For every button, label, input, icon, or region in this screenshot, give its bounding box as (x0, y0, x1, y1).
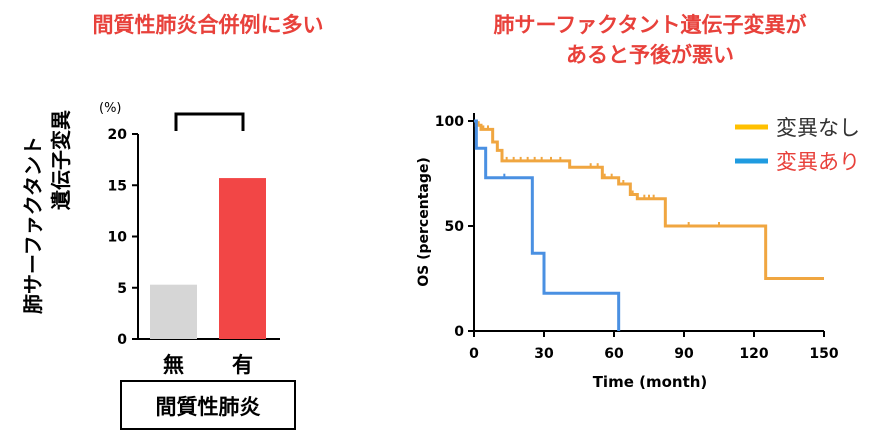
bar-xlabel: 間質性肺炎 (156, 395, 261, 419)
km-x-ticks: 0 30 60 90 120 150 (469, 331, 839, 362)
right-headline-line1: 肺サーファクタント遺伝子変異が (493, 13, 807, 37)
bar-y-tick-label: 5 (117, 281, 127, 297)
km-x-tick-label: 30 (534, 346, 554, 362)
km-curve-1 (474, 119, 621, 331)
bar-ylabel-line2: 遺伝子変異 (49, 110, 73, 210)
significance-bracket (174, 112, 245, 131)
bar-y-tick-label: 0 (117, 332, 127, 348)
km-x-tick-label: 0 (469, 346, 479, 362)
bar-y-tick-label: 10 (108, 230, 128, 246)
bar-1 (219, 178, 266, 339)
km-series (474, 119, 824, 331)
km-x-tick-label: 120 (739, 346, 768, 362)
bar-y-tick-label: 20 (108, 127, 128, 143)
right-headline: 肺サーファクタント遺伝子変異が あると予後が悪い (430, 10, 870, 70)
bar-categories: 無有 (163, 353, 253, 377)
km-ylabel: OS (percentage) (416, 157, 432, 287)
bars (150, 178, 266, 339)
km-legend-label: 変異なし (776, 116, 860, 140)
bar-yunit: (%) (99, 101, 122, 116)
bar-chart: 肺サーファクタント 遺伝子変異 (%) 05101520 無有 間質性肺炎 (21, 101, 296, 430)
km-chart: 0 50 100 0 30 60 90 120 150 OS (percentage) Tim… (416, 113, 860, 391)
km-y-ticks: 0 50 100 (435, 114, 474, 340)
km-y-tick-label: 0 (454, 324, 464, 340)
left-headline: 間質性肺炎合併例に多い (92, 13, 324, 37)
km-x-tick-label: 150 (809, 346, 838, 362)
bar-ylabel-line1: 肺サーファクタント (21, 136, 45, 314)
bar-category-label: 無 (163, 353, 184, 377)
km-x-tick-label: 60 (604, 346, 624, 362)
km-y-tick-label: 100 (435, 114, 464, 130)
bar-xlabel-box (120, 380, 296, 430)
right-headline-line2: あると予後が悪い (566, 43, 734, 67)
km-y-tick-label: 50 (445, 219, 465, 235)
bar-y-ticks: 0 5 10 15 20 (108, 127, 138, 348)
bar-y-tick-label: 15 (108, 178, 127, 194)
km-x-tick-label: 90 (674, 346, 694, 362)
bar-0 (150, 284, 197, 339)
km-legend-label: 変異あり (776, 150, 860, 174)
km-curve-0 (474, 119, 824, 280)
km-xlabel: Time (month) (593, 373, 708, 391)
bar-category-label: 有 (232, 353, 253, 377)
